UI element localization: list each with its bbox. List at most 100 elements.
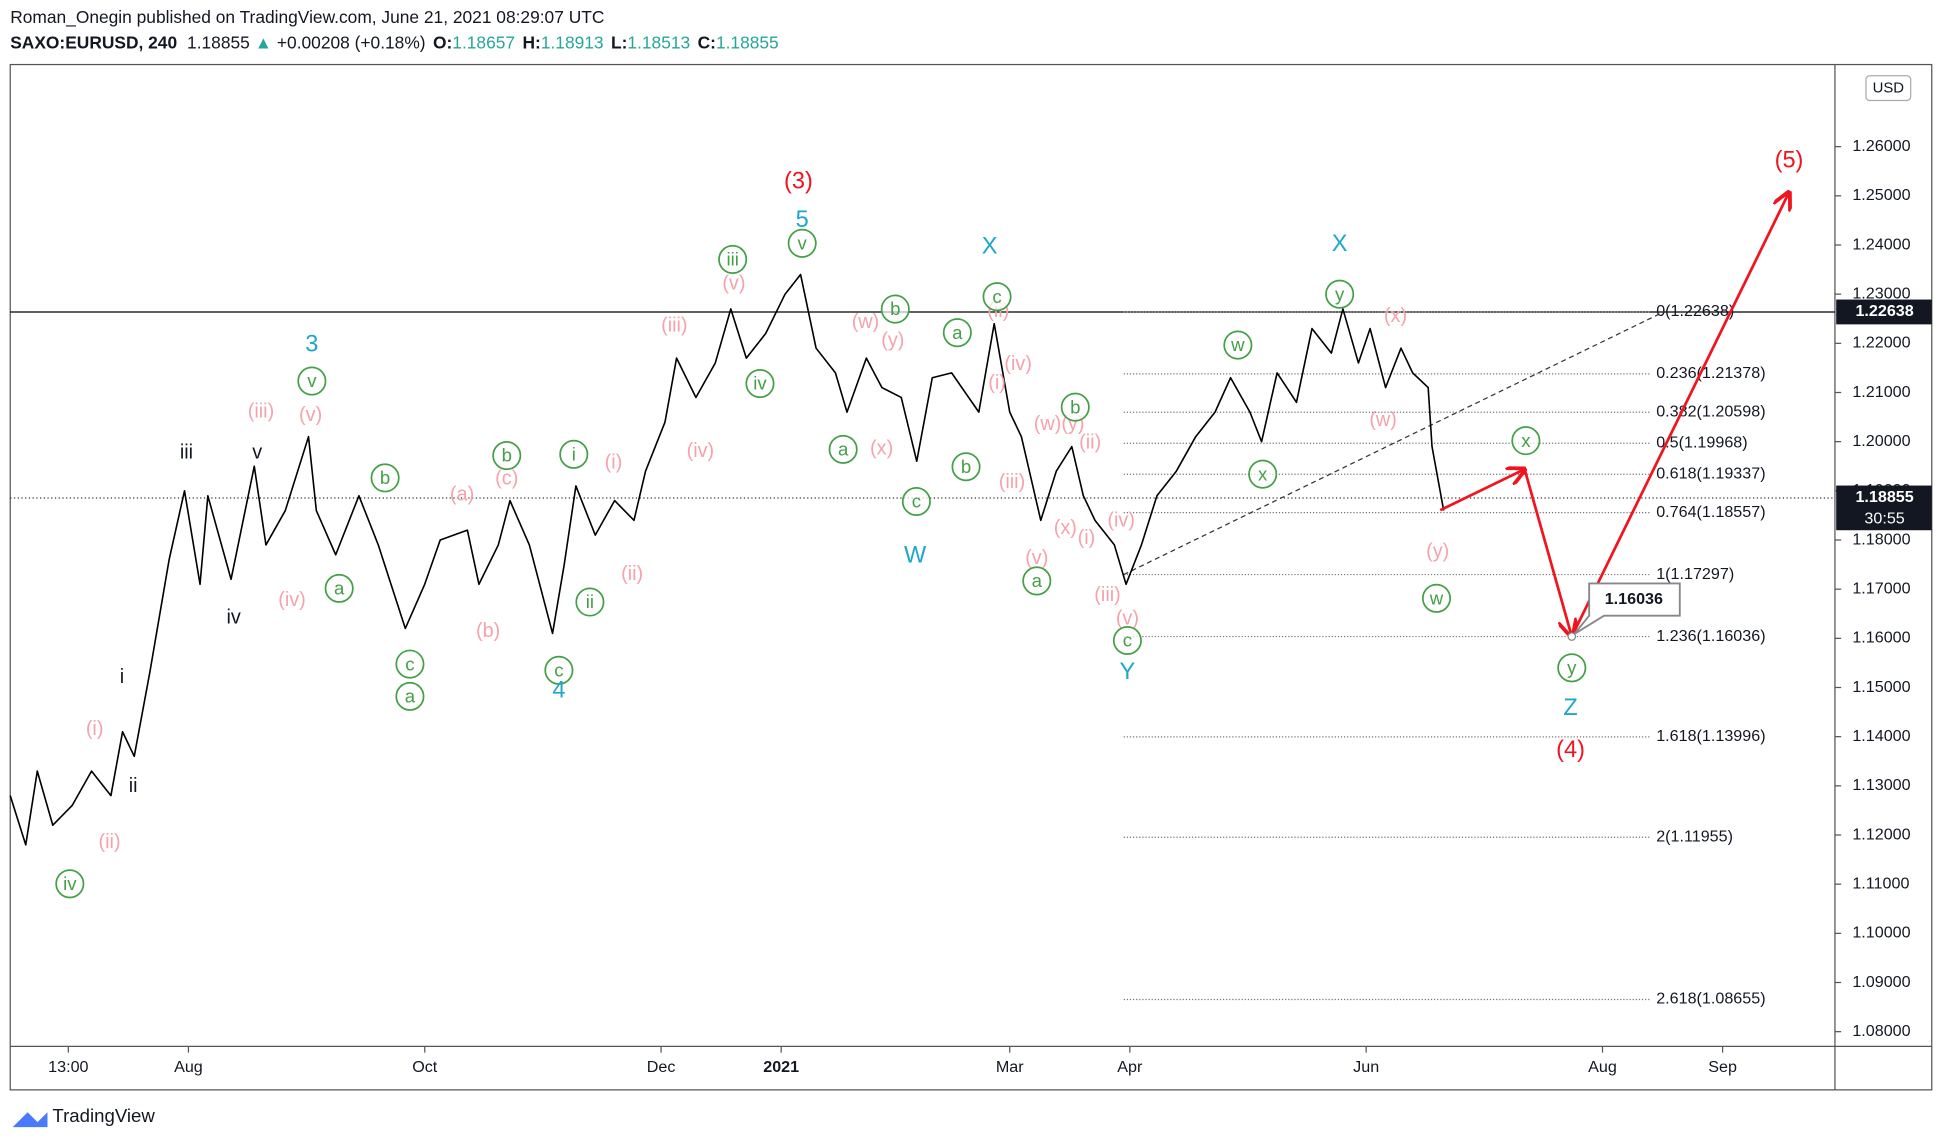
y-tick-label: 1.09000 [1852, 973, 1910, 991]
wave-label: (ii) [621, 563, 643, 585]
wave-label: Y [1120, 658, 1136, 684]
y-tick-label: 1.24000 [1852, 235, 1910, 253]
fib-label: 0(1.22638) [1656, 302, 1734, 320]
wave-label: (iii) [999, 471, 1025, 493]
x-tick-label: Jun [1353, 1058, 1379, 1076]
y-tick-label: 1.25000 [1852, 186, 1910, 204]
fib-label: 1.618(1.13996) [1656, 727, 1765, 745]
wave-label: (iii) [661, 315, 687, 337]
wave-label: (y) [881, 330, 904, 352]
last: 1.18855 [187, 32, 250, 52]
change: +0.00208 (+0.18%) [277, 32, 426, 52]
wave-label: (v) [299, 404, 322, 426]
wave-label: Z [1563, 694, 1577, 720]
symbol: SAXO:EURUSD, 240 [10, 32, 177, 52]
wave-circle [1248, 459, 1278, 489]
y-tick-label: 1.16000 [1852, 629, 1910, 647]
wave-label: a [952, 322, 963, 343]
wave-label: (x) [870, 438, 893, 460]
wave-circle [1511, 426, 1541, 456]
ohlc-key: H: [523, 32, 541, 52]
wave-label: iii [180, 441, 193, 463]
wave-label: (3) [784, 168, 813, 194]
wave-label: v [798, 232, 808, 253]
wave-label: (ii) [1079, 431, 1101, 453]
wave-label: (x) [1054, 517, 1077, 539]
x-tick-label: Aug [1588, 1058, 1617, 1076]
wave-label: (b) [476, 620, 500, 642]
x-tick-label: Dec [647, 1058, 676, 1076]
wave-label: iv [753, 373, 767, 394]
wave-label: c [1123, 630, 1132, 651]
wave-label: iv [63, 873, 77, 894]
publisher: Roman_Onegin published on TradingView.co… [10, 7, 604, 27]
wave-label: a [1032, 570, 1043, 591]
wave-label: (i) [988, 372, 1006, 394]
wave-label: (x) [1384, 305, 1407, 327]
wave-label: (v) [1025, 547, 1048, 569]
wave-label: (iv) [1107, 510, 1135, 532]
wave-circle [745, 369, 775, 399]
change-arrow: ▲ [255, 32, 272, 52]
symbol-legend: SAXO:EURUSD, 240 1.18855 ▲ +0.00208 (+0.18%… [10, 32, 778, 52]
callout-box [1573, 582, 1681, 635]
wave-label: 4 [552, 677, 565, 703]
wave-label: 5 [796, 206, 809, 232]
wave-label: (w) [1369, 409, 1397, 431]
ohlc-value: 1.18855 [716, 32, 779, 52]
y-tick-label: 1.26000 [1852, 137, 1910, 155]
y-tick-label: 1.20000 [1852, 432, 1910, 450]
y-tick-label: 1.11000 [1852, 874, 1909, 892]
wave-label: (iv) [1004, 353, 1032, 375]
wave-label: b [1070, 396, 1080, 417]
resistance-tag [1836, 299, 1932, 325]
wave-label: (iii) [1094, 584, 1120, 606]
currency-box [1865, 75, 1912, 102]
brand: TradingView [52, 1105, 155, 1126]
y-tick-label: 1.21000 [1852, 383, 1910, 401]
wave-label: b [961, 456, 971, 477]
wave-label: w [1429, 587, 1444, 608]
callout-point [1567, 632, 1577, 641]
fib-label: 0.382(1.20598) [1656, 403, 1765, 421]
wave-label: c [405, 653, 414, 674]
wave-circle [718, 244, 748, 274]
wave-circle [492, 441, 522, 471]
wave-circle [55, 869, 85, 899]
wave-label: b [890, 298, 900, 319]
ohlc-key: O: [433, 32, 452, 52]
wave-circle [1060, 392, 1090, 422]
wave-label: ii [129, 775, 138, 797]
frame [9, 63, 1933, 1091]
wave-circle [1557, 653, 1587, 683]
wave-circle [370, 463, 400, 493]
ohlc-key: L: [611, 32, 627, 52]
currency: USD [1873, 81, 1905, 97]
wave-label: c [992, 286, 1001, 307]
wave-label: (v) [722, 273, 745, 295]
wave-label: x [1521, 430, 1531, 451]
wave-label: v [252, 441, 262, 463]
ohlc-value: 1.18657 [452, 32, 515, 52]
wave-circle [395, 649, 425, 679]
callout-label: 1.16036 [1605, 590, 1663, 608]
wave-circle [901, 486, 931, 517]
wave-label: y [1335, 283, 1345, 304]
y-tick-label: 1.18000 [1852, 530, 1910, 548]
fib-label: 1.236(1.16036) [1656, 627, 1765, 645]
wave-label: iv [226, 606, 240, 628]
x-tick-label: 2021 [763, 1058, 799, 1076]
wave-circle [942, 318, 972, 348]
wave-label: (ii) [99, 831, 121, 853]
fib-label: 1(1.17297) [1656, 565, 1734, 583]
fib-label: 0.764(1.18557) [1656, 503, 1765, 521]
wave-label: 3 [305, 330, 318, 356]
price-tag [1836, 485, 1932, 531]
y-tick-label: 1.13000 [1852, 776, 1910, 794]
wave-label: a [405, 686, 416, 707]
projection-arrow [1523, 468, 1572, 636]
y-tick-label: 1.10000 [1852, 924, 1910, 942]
wave-label: (4) [1556, 736, 1585, 762]
